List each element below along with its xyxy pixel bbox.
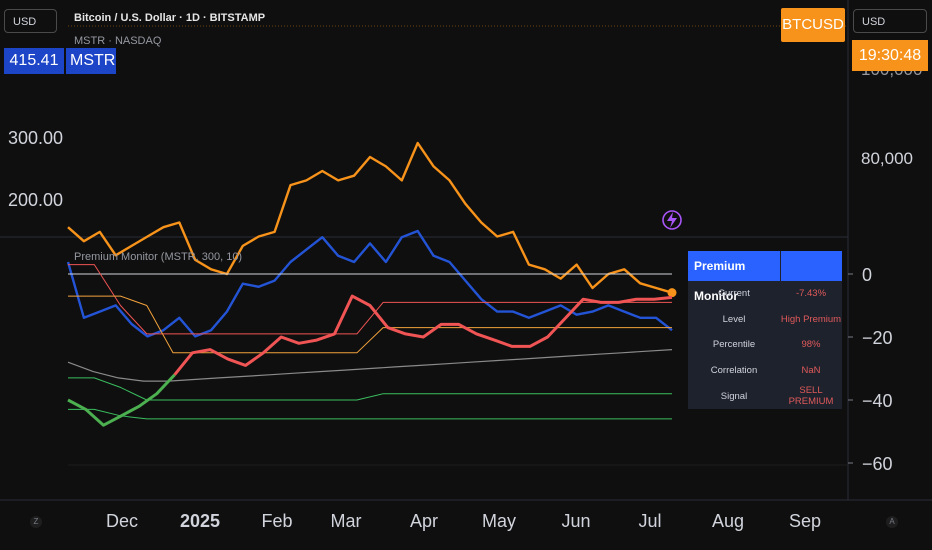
- indicator-label[interactable]: Premium Monitor (MSTR, 300, 10): [74, 251, 242, 263]
- left-axis-tick: 300.00: [8, 128, 63, 148]
- table-key: Level: [722, 313, 746, 325]
- symbol-header[interactable]: Bitcoin / U.S. Dollar · 1D · BITSTAMP: [74, 12, 265, 24]
- premium-line-red: [173, 294, 673, 376]
- right-axis-tick: 80,000: [861, 149, 913, 168]
- upper-band-2-line: [68, 295, 672, 354]
- mstr-symbol: MSTR: [70, 52, 116, 69]
- table-value: 98%: [801, 339, 821, 351]
- time-axis-label: Sep: [789, 511, 821, 531]
- table-value: -7.43%: [795, 288, 827, 300]
- table-value: High Premium: [780, 313, 842, 325]
- lightning-icon: [662, 210, 682, 230]
- btcusd-badge: BTCUSD: [781, 8, 845, 42]
- table-key: Signal: [720, 390, 748, 402]
- table-row: Correlation NaN: [688, 358, 842, 384]
- mstr-price: 415.41: [9, 52, 59, 69]
- currency-left-label: USD: [13, 16, 37, 28]
- indicator-axis-tick: 0: [862, 265, 872, 285]
- time-axis-label: Jun: [561, 511, 590, 531]
- time-axis-label: Feb: [261, 511, 292, 531]
- mstr-series-line: [66, 229, 673, 338]
- scale-right-label: A: [889, 517, 895, 526]
- table-value: NaN: [801, 365, 821, 377]
- mstr-price-badge: 415.41: [4, 48, 64, 74]
- premium-line-green: [67, 373, 176, 427]
- table-key: Correlation: [710, 365, 758, 377]
- time-axis-label: May: [482, 511, 516, 531]
- btcusd-series-line: [67, 141, 673, 294]
- indicator-axis-tick: −40: [862, 391, 893, 411]
- time-axis-label: Aug: [712, 511, 744, 531]
- table-value: SELL PREMIUM: [788, 385, 834, 408]
- lower-band-2-line: [68, 408, 672, 420]
- premium-monitor-table: Premium Monitor Current -7.43% Level High …: [688, 251, 842, 409]
- time-axis-label: 2025: [180, 511, 220, 531]
- lightning-icon-bolt: [667, 212, 677, 228]
- scale-left-label: Z: [33, 517, 39, 526]
- upper-band-1-line: [68, 264, 672, 335]
- mstr-symbol-badge: MSTR: [66, 48, 116, 74]
- btcusd-symbol: BTCUSD: [782, 16, 844, 33]
- lower-band-1-line: [68, 377, 672, 401]
- time-axis-label: Apr: [410, 511, 438, 531]
- table-row: Current -7.43%: [688, 281, 842, 307]
- table-key: Percentile: [712, 339, 756, 351]
- main-symbol-title: Bitcoin / U.S. Dollar · 1D · BITSTAMP: [74, 12, 266, 24]
- indicator-axis-tick: −60: [862, 454, 893, 474]
- compare-symbol-header[interactable]: MSTR · NASDAQ: [74, 35, 161, 47]
- table-row: Percentile 98%: [688, 332, 842, 358]
- currency-right-button[interactable]: USD: [853, 9, 927, 33]
- table-title-fill: [780, 251, 842, 281]
- left-axis-tick: 200.00: [8, 190, 63, 210]
- scale-right-button[interactable]: A: [886, 516, 898, 528]
- table-title: Premium Monitor: [688, 251, 780, 303]
- time-axis-label: Mar: [331, 511, 362, 531]
- table-row: Level High Premium: [688, 307, 842, 333]
- currency-right-label: USD: [862, 16, 886, 28]
- indicator-title: Premium Monitor (MSTR, 300, 10): [74, 251, 243, 263]
- scale-left-button[interactable]: Z: [30, 516, 42, 528]
- indicator-axis-tick: −20: [862, 328, 893, 348]
- average-line: [67, 349, 673, 382]
- btc-last-point: [667, 288, 677, 298]
- time-axis-label: Dec: [106, 511, 138, 531]
- table-key: Current: [718, 288, 750, 300]
- btc-time: 19:30:48: [858, 47, 922, 64]
- table-row: Signal SELL PREMIUM: [688, 383, 842, 409]
- btc-time-badge: 19:30:48: [852, 40, 928, 71]
- compare-symbol-title: MSTR · NASDAQ: [74, 35, 162, 47]
- currency-left-button[interactable]: USD: [4, 9, 57, 33]
- time-axis-label: Jul: [638, 511, 661, 531]
